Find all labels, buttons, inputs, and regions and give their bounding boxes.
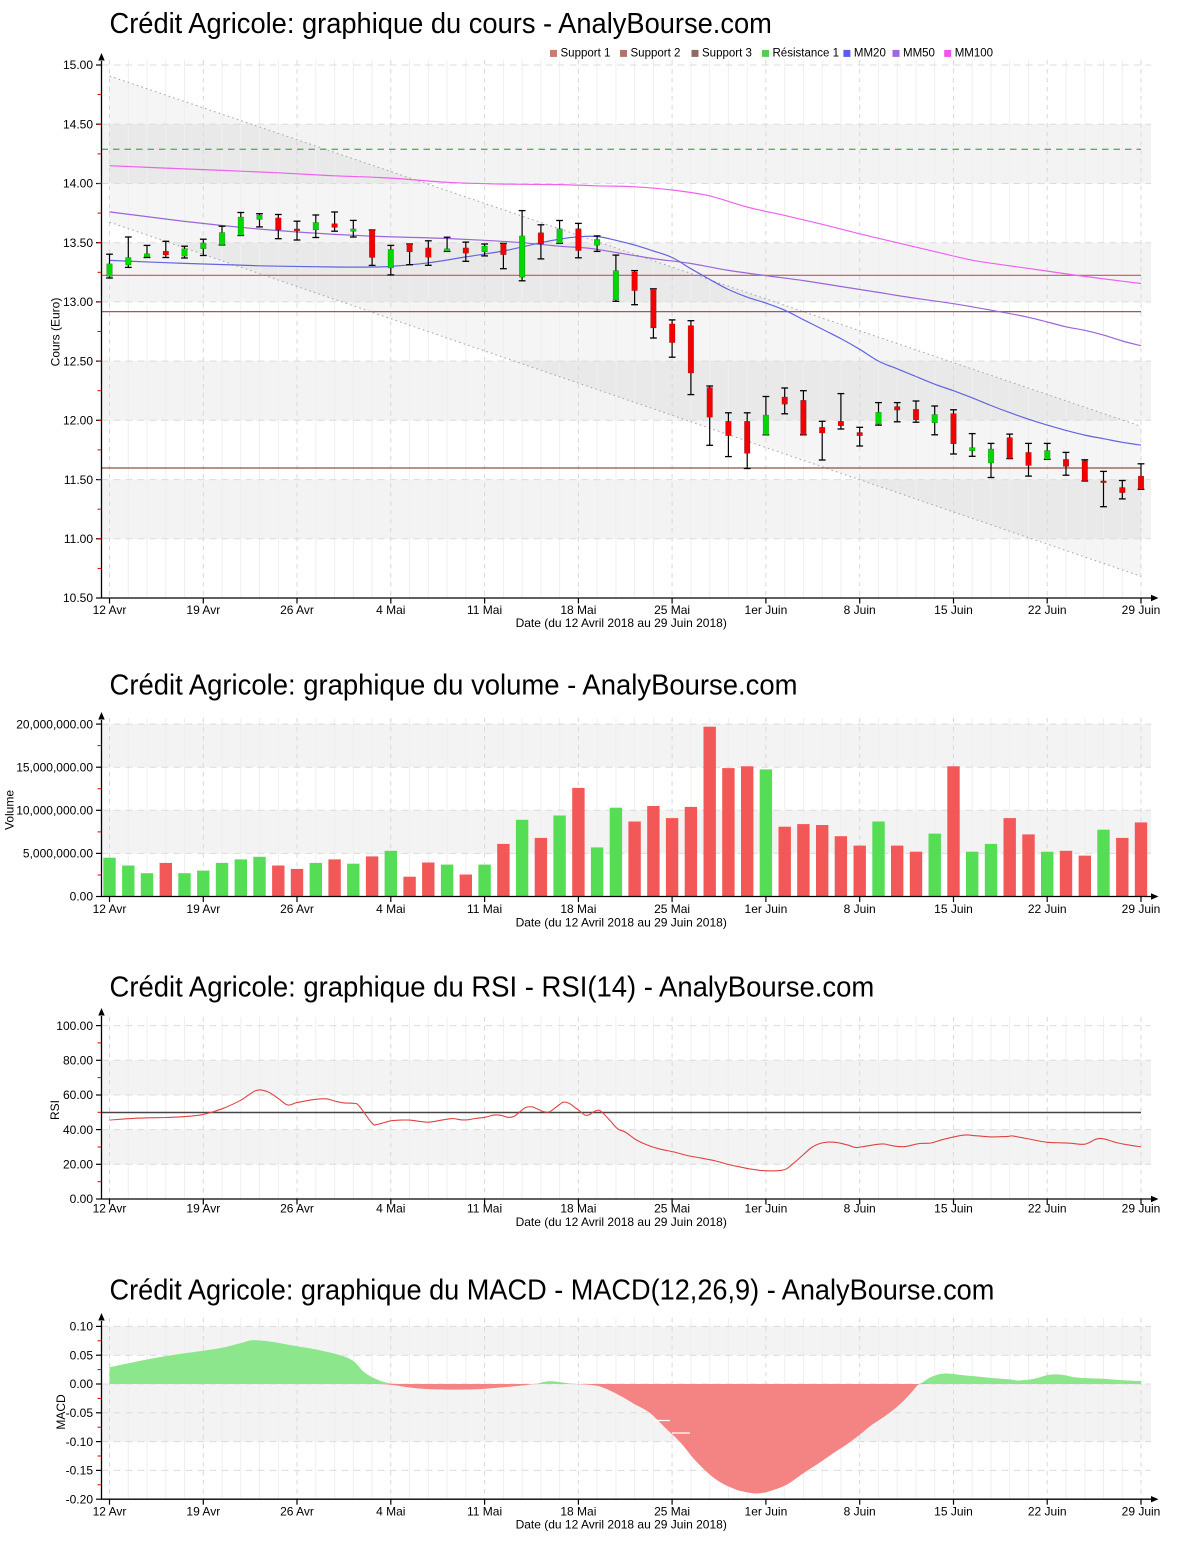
svg-text:1er Juin: 1er Juin — [745, 603, 788, 617]
svg-text:Volume: Volume — [3, 790, 17, 830]
svg-text:29 Juin: 29 Juin — [1122, 1202, 1161, 1216]
svg-text:RSI: RSI — [48, 1100, 62, 1120]
svg-text:4 Mai: 4 Mai — [376, 1202, 405, 1216]
svg-text:0.10: 0.10 — [70, 1320, 94, 1334]
svg-text:1er Juin: 1er Juin — [745, 1202, 788, 1216]
svg-text:40.00: 40.00 — [63, 1123, 93, 1137]
svg-text:4 Mai: 4 Mai — [376, 603, 405, 617]
svg-text:15 Juin: 15 Juin — [934, 603, 973, 617]
svg-text:12.00: 12.00 — [63, 414, 93, 428]
svg-text:Crédit Agricole: graphique du: Crédit Agricole: graphique du MACD - MAC… — [110, 1273, 995, 1306]
svg-text:20,000,000.00: 20,000,000.00 — [16, 717, 93, 731]
svg-text:26 Avr: 26 Avr — [280, 1505, 314, 1519]
svg-text:60.00: 60.00 — [63, 1088, 93, 1102]
svg-text:14.00: 14.00 — [63, 177, 93, 191]
svg-text:-0.15: -0.15 — [66, 1464, 94, 1478]
svg-text:18 Mai: 18 Mai — [560, 603, 596, 617]
svg-text:8 Juin: 8 Juin — [844, 902, 876, 916]
svg-text:14.50: 14.50 — [63, 117, 93, 131]
svg-text:11.50: 11.50 — [64, 473, 93, 487]
svg-text:0.00: 0.00 — [70, 890, 94, 904]
svg-text:19 Avr: 19 Avr — [186, 1505, 220, 1519]
svg-text:1er Juin: 1er Juin — [745, 1505, 788, 1519]
svg-text:8 Juin: 8 Juin — [844, 1505, 876, 1519]
svg-text:15 Juin: 15 Juin — [934, 902, 973, 916]
svg-text:Crédit Agricole: graphique du: Crédit Agricole: graphique du cours - An… — [110, 7, 772, 40]
svg-text:Date (du 12 Avril 2018 au 29 J: Date (du 12 Avril 2018 au 29 Juin 2018) — [516, 916, 727, 930]
svg-text:20.00: 20.00 — [63, 1158, 93, 1172]
svg-text:1er Juin: 1er Juin — [745, 902, 788, 916]
svg-text:13.00: 13.00 — [63, 295, 93, 309]
svg-text:Crédit Agricole: graphique du: Crédit Agricole: graphique du RSI - RSI(… — [110, 970, 875, 1003]
svg-text:29 Juin: 29 Juin — [1122, 603, 1161, 617]
svg-text:22 Juin: 22 Juin — [1028, 603, 1067, 617]
svg-text:11.00: 11.00 — [64, 532, 93, 546]
svg-text:MM50: MM50 — [903, 47, 935, 59]
svg-text:Support 2: Support 2 — [631, 47, 681, 59]
svg-text:11 Mai: 11 Mai — [467, 1505, 502, 1519]
svg-text:15 Juin: 15 Juin — [934, 1202, 973, 1216]
svg-text:25 Mai: 25 Mai — [654, 603, 690, 617]
svg-text:11 Mai: 11 Mai — [467, 902, 502, 916]
svg-text:5,000,000.00: 5,000,000.00 — [23, 847, 93, 861]
svg-text:26 Avr: 26 Avr — [280, 902, 314, 916]
svg-text:10,000,000.00: 10,000,000.00 — [16, 804, 93, 818]
svg-text:25 Mai: 25 Mai — [654, 1505, 690, 1519]
svg-text:25 Mai: 25 Mai — [654, 1202, 690, 1216]
svg-text:Date (du 12 Avril 2018 au 29 J: Date (du 12 Avril 2018 au 29 Juin 2018) — [516, 616, 727, 630]
svg-text:29 Juin: 29 Juin — [1122, 902, 1161, 916]
svg-text:12 Avr: 12 Avr — [93, 902, 127, 916]
svg-text:-0.20: -0.20 — [66, 1492, 94, 1506]
svg-text:0.05: 0.05 — [70, 1348, 94, 1362]
svg-text:10.50: 10.50 — [63, 591, 93, 605]
svg-text:15,000,000.00: 15,000,000.00 — [16, 760, 93, 774]
svg-text:15.00: 15.00 — [63, 58, 93, 72]
svg-text:26 Avr: 26 Avr — [280, 1202, 314, 1216]
svg-text:19 Avr: 19 Avr — [186, 902, 220, 916]
svg-text:18 Mai: 18 Mai — [560, 1505, 596, 1519]
svg-text:19 Avr: 19 Avr — [186, 1202, 220, 1216]
svg-text:13.50: 13.50 — [63, 236, 93, 250]
svg-text:4 Mai: 4 Mai — [376, 1505, 405, 1519]
svg-text:12 Avr: 12 Avr — [93, 603, 127, 617]
svg-text:MACD: MACD — [54, 1394, 68, 1430]
svg-text:Date (du 12 Avril 2018 au 29 J: Date (du 12 Avril 2018 au 29 Juin 2018) — [516, 1215, 727, 1229]
svg-text:8 Juin: 8 Juin — [844, 1202, 876, 1216]
svg-text:-0.05: -0.05 — [66, 1406, 94, 1420]
svg-text:12 Avr: 12 Avr — [93, 1505, 127, 1519]
svg-text:22 Juin: 22 Juin — [1028, 1202, 1067, 1216]
svg-text:26 Avr: 26 Avr — [280, 603, 314, 617]
svg-text:0.00: 0.00 — [70, 1377, 94, 1391]
svg-text:25 Mai: 25 Mai — [654, 902, 690, 916]
svg-text:15 Juin: 15 Juin — [934, 1505, 973, 1519]
svg-text:11 Mai: 11 Mai — [467, 603, 502, 617]
svg-text:Crédit Agricole: graphique du: Crédit Agricole: graphique du volume - A… — [110, 668, 798, 701]
svg-text:Date (du 12 Avril 2018 au 29 J: Date (du 12 Avril 2018 au 29 Juin 2018) — [516, 1518, 727, 1532]
svg-text:22 Juin: 22 Juin — [1028, 1505, 1067, 1519]
svg-text:19 Avr: 19 Avr — [186, 603, 220, 617]
svg-text:MM20: MM20 — [854, 47, 886, 59]
svg-text:MM100: MM100 — [955, 47, 993, 59]
svg-text:Cours (Euro): Cours (Euro) — [49, 298, 63, 367]
svg-text:-0.10: -0.10 — [66, 1435, 94, 1449]
svg-text:11 Mai: 11 Mai — [467, 1202, 502, 1216]
svg-text:12 Avr: 12 Avr — [93, 1202, 127, 1216]
svg-text:Support 1: Support 1 — [561, 47, 611, 59]
svg-text:Support 3: Support 3 — [702, 47, 752, 59]
svg-text:18 Mai: 18 Mai — [560, 1202, 596, 1216]
svg-text:12.50: 12.50 — [63, 354, 93, 368]
svg-text:18 Mai: 18 Mai — [560, 902, 596, 916]
svg-text:8 Juin: 8 Juin — [844, 603, 876, 617]
svg-text:22 Juin: 22 Juin — [1028, 902, 1067, 916]
svg-text:4 Mai: 4 Mai — [376, 902, 405, 916]
svg-text:29 Juin: 29 Juin — [1122, 1505, 1161, 1519]
svg-text:0.00: 0.00 — [70, 1192, 94, 1206]
svg-text:Résistance 1: Résistance 1 — [773, 47, 839, 59]
svg-text:80.00: 80.00 — [63, 1054, 93, 1068]
svg-text:100.00: 100.00 — [56, 1019, 93, 1033]
